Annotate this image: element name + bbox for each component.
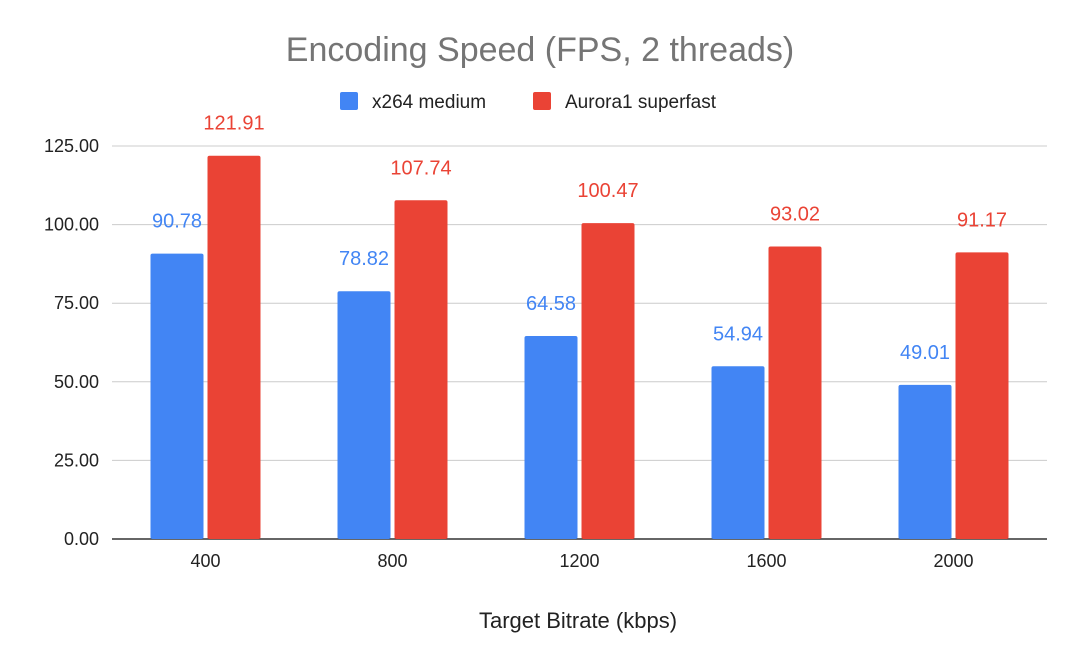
x-tick-label: 1600	[746, 551, 786, 571]
x-tick-label: 400	[190, 551, 220, 571]
data-label-x264-2000: 49.01	[900, 342, 950, 364]
legend-swatch-aurora1	[533, 92, 551, 110]
bar-x264-400	[150, 253, 204, 539]
x-axis-ticks: 400 800 1200 1600 2000	[190, 551, 973, 571]
data-label-aurora1-800: 107.74	[390, 157, 451, 179]
gridlines	[112, 145, 1047, 540]
bar-x264-2000	[898, 384, 952, 539]
legend-swatch-x264	[340, 92, 358, 110]
y-tick-label: 50.00	[54, 372, 99, 392]
y-axis-ticks: 0.00 25.00 50.00 75.00 100.00 125.00	[44, 136, 99, 549]
data-label-aurora1-2000: 91.17	[957, 209, 1007, 231]
legend: x264 medium Aurora1 superfast	[340, 92, 717, 113]
data-label-aurora1-1600: 93.02	[770, 204, 820, 226]
x-tick-label: 2000	[933, 551, 973, 571]
bar-x264-800	[337, 291, 391, 539]
bars	[150, 155, 1009, 540]
data-label-x264-400: 90.78	[152, 211, 202, 233]
y-tick-label: 100.00	[44, 215, 99, 235]
data-labels: 90.78 121.91 78.82 107.74 64.58 100.47 54.94 93…	[152, 113, 1007, 364]
data-label-aurora1-400: 121.91	[203, 113, 264, 135]
data-label-aurora1-1200: 100.47	[577, 180, 638, 202]
y-tick-label: 75.00	[54, 293, 99, 313]
chart-title: Encoding Speed (FPS, 2 threads)	[286, 31, 794, 69]
x-tick-label: 800	[377, 551, 407, 571]
bar-aurora1-2000	[955, 252, 1009, 540]
data-label-x264-1200: 64.58	[526, 293, 576, 315]
bar-x264-1600	[711, 366, 765, 539]
bar-aurora1-1200	[581, 223, 635, 539]
x-axis-title: Target Bitrate (kbps)	[479, 608, 677, 633]
x-tick-label: 1200	[559, 551, 599, 571]
bar-x264-1200	[524, 335, 578, 539]
bar-aurora1-800	[394, 200, 448, 539]
legend-label-aurora1: Aurora1 superfast	[565, 92, 717, 113]
y-tick-label: 0.00	[64, 529, 99, 549]
y-tick-label: 125.00	[44, 136, 99, 156]
data-label-x264-1600: 54.94	[713, 323, 763, 345]
y-tick-label: 25.00	[54, 450, 99, 470]
legend-label-x264: x264 medium	[372, 92, 486, 113]
bar-aurora1-400	[207, 155, 261, 539]
data-label-x264-800: 78.82	[339, 248, 389, 270]
bar-aurora1-1600	[768, 246, 822, 540]
